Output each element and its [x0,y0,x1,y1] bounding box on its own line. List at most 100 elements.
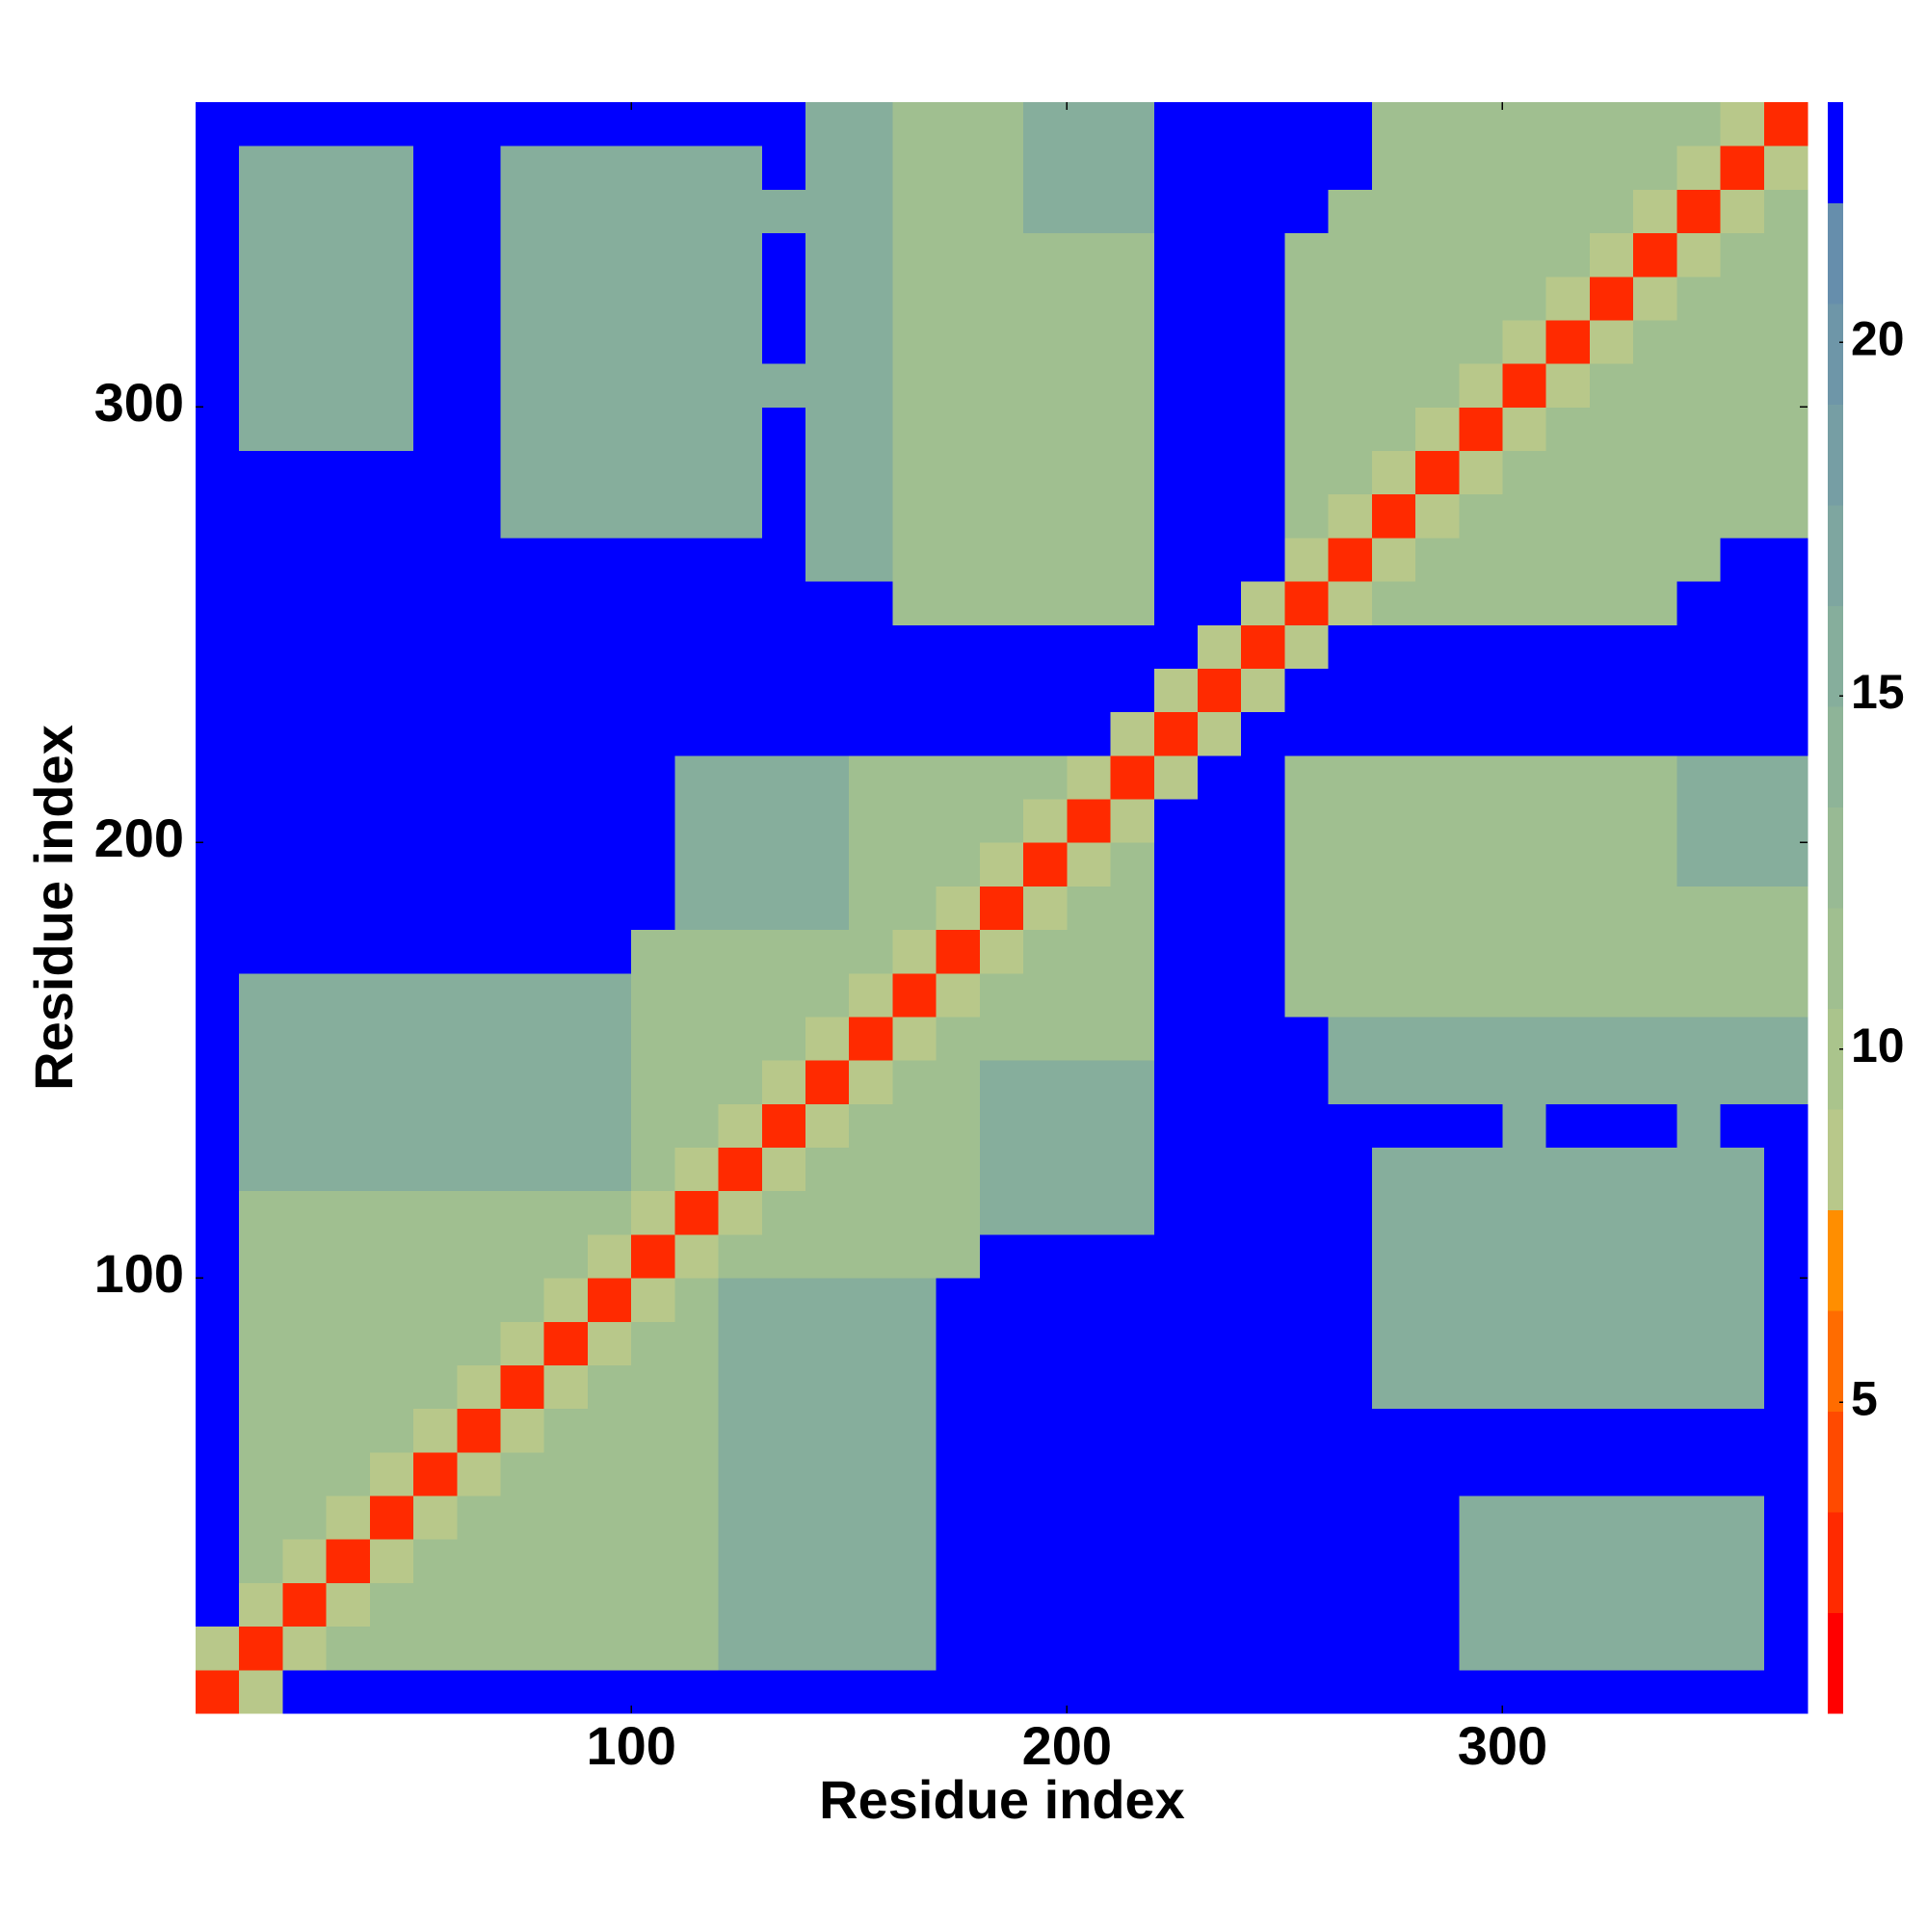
heatmap-cell [892,407,937,452]
heatmap-cell [1284,754,1330,800]
heatmap-cell [1545,189,1591,234]
heatmap-cell [1241,363,1285,408]
heatmap-cell [1067,668,1112,713]
heatmap-cell [196,1147,240,1192]
heatmap-cell [1023,232,1068,278]
heatmap-cell [1110,624,1155,669]
heatmap [196,102,1808,1714]
heatmap-cell [1110,537,1155,582]
heatmap-cell [1023,1582,1068,1628]
heatmap-cell [1284,624,1330,669]
heatmap-cell [892,319,937,364]
heatmap-cell [196,1451,240,1496]
heatmap-cell [369,1364,414,1410]
heatmap-cell [979,232,1024,278]
heatmap-cell [1023,1669,1068,1714]
heatmap-cell [587,319,632,364]
heatmap-cell [1589,754,1634,800]
heatmap-cell [1459,1495,1503,1540]
heatmap-cell [1545,407,1591,452]
heatmap-cell [587,1147,632,1192]
heatmap-cell [1676,1147,1722,1192]
heatmap-cell [500,711,545,756]
heatmap-cell [1633,1451,1677,1496]
heatmap-cell [1197,1669,1242,1714]
heatmap-cell [1371,102,1416,146]
heatmap-cell [1720,711,1765,756]
heatmap-cell [674,450,720,495]
heatmap-cell [1502,1364,1547,1410]
heatmap-cell [282,1451,328,1496]
heatmap-cell [369,1495,414,1540]
heatmap-cell [1067,1495,1112,1540]
heatmap-cell [936,1190,981,1235]
heatmap-cell [239,1539,283,1583]
heatmap-cell [674,1147,720,1192]
heatmap-cell [979,799,1024,843]
heatmap-cell [282,1495,328,1540]
heatmap-cell [805,624,850,669]
heatmap-cell [1676,493,1722,539]
heatmap-cell [1241,799,1285,843]
heatmap-cell [543,1147,589,1192]
heatmap-cell [1415,1582,1460,1628]
heatmap-cell [1633,1103,1677,1149]
heatmap-cell [543,493,589,539]
heatmap-cell [936,450,981,495]
heatmap-cell [1720,972,1765,1018]
heatmap-cell [1415,276,1460,321]
heatmap-cell [1197,102,1242,146]
heatmap-cell [1459,450,1503,495]
heatmap-cell [326,1626,371,1671]
heatmap-cell [936,146,981,190]
heatmap-cell [543,1539,589,1583]
heatmap-cell [1197,1626,1242,1671]
heatmap-cell [1371,711,1416,756]
heatmap-cell [1241,1321,1285,1365]
heatmap-cell [413,799,458,843]
heatmap-cell [1589,146,1634,190]
heatmap-cell [761,929,806,974]
heatmap-cell [587,1016,632,1061]
heatmap-cell [196,450,240,495]
heatmap-cell [1067,1190,1112,1235]
heatmap-cell [892,972,937,1018]
heatmap-cell [1241,1582,1285,1628]
heatmap-cell [1459,407,1503,452]
heatmap-cell [239,799,283,843]
heatmap-cell [1633,972,1677,1018]
heatmap-cell [1720,319,1765,364]
heatmap-cell [1067,1582,1112,1628]
heatmap-cell [805,102,850,146]
heatmap-cell [1502,886,1547,931]
heatmap-cell [849,493,893,539]
heatmap-cell [718,1278,763,1322]
heatmap-cell [849,1060,893,1104]
heatmap-cell [849,754,893,800]
heatmap-cell [979,1451,1024,1496]
heatmap-cell [239,1669,283,1714]
heatmap-cell [1110,102,1155,146]
heatmap-cell [587,189,632,234]
heatmap-cell [457,929,502,974]
heatmap-cell [457,799,502,843]
heatmap-cell [1415,581,1460,625]
heatmap-cell [1763,668,1808,713]
heatmap-cell [1545,276,1591,321]
heatmap-cell [1241,1451,1285,1496]
heatmap-cell [674,929,720,974]
heatmap-cell [543,886,589,931]
heatmap-cell [1763,711,1808,756]
heatmap-cell [1459,493,1503,539]
heatmap-cell [369,799,414,843]
heatmap-cell [1415,537,1460,582]
heatmap-cell [1284,407,1330,452]
heatmap-cell [761,1495,806,1540]
heatmap-cell [282,189,328,234]
heatmap-cell [631,1016,675,1061]
heatmap-cell [674,581,720,625]
heatmap-cell [892,1364,937,1410]
heatmap-cell [761,668,806,713]
heatmap-cell [1197,581,1242,625]
heatmap-cell [1502,842,1547,887]
